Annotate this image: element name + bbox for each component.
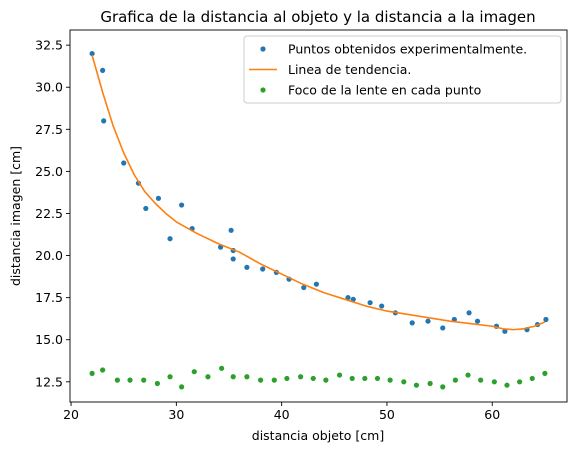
legend-label: Foco de la lente en cada punto: [288, 83, 481, 98]
data-point: [440, 325, 446, 331]
y-tick-label: 32.5: [35, 38, 63, 53]
data-point: [244, 264, 250, 270]
data-point: [154, 380, 160, 387]
data-point: [452, 377, 458, 383]
data-point: [205, 374, 211, 380]
series-3: [89, 365, 548, 390]
data-point: [230, 374, 236, 380]
x-tick-label: 60: [484, 407, 500, 422]
legend-marker: [260, 87, 266, 93]
data-point: [413, 382, 420, 388]
data-point: [401, 379, 407, 385]
y-tick-label: 30.0: [35, 80, 63, 95]
plot-area: [89, 50, 549, 390]
y-tick-label: 22.5: [35, 206, 63, 221]
legend-label: Puntos obtenidos experimentalmente.: [288, 42, 527, 57]
chart-title: Grafica de la distancia al objeto y la d…: [100, 8, 535, 26]
data-point: [271, 377, 277, 383]
legend-item: Puntos obtenidos experimentalmente.: [260, 42, 527, 57]
x-tick-label: 40: [274, 407, 290, 422]
data-point: [167, 374, 173, 380]
data-point: [310, 375, 316, 382]
data-point: [127, 377, 133, 383]
data-point: [100, 367, 106, 373]
data-point: [191, 369, 197, 375]
data-point: [121, 160, 127, 166]
plot-frame: [69, 29, 568, 403]
data-point: [440, 384, 446, 390]
data-point: [101, 118, 107, 124]
y-tick-label: 17.5: [35, 290, 63, 305]
data-point: [350, 296, 356, 302]
data-point: [89, 370, 95, 376]
legend-item: Foco de la lente en cada punto: [260, 83, 481, 98]
y-tick-label: 15.0: [35, 332, 63, 347]
data-point: [542, 370, 548, 376]
data-point: [167, 236, 173, 242]
data-point: [230, 256, 236, 262]
data-point: [517, 379, 523, 385]
legend: Puntos obtenidos experimentalmente. Linea…: [243, 35, 562, 104]
x-tick-label: 20: [63, 407, 79, 422]
data-point: [474, 318, 481, 324]
data-point: [362, 375, 368, 382]
data-point: [143, 205, 149, 212]
data-point: [244, 374, 250, 380]
data-point: [228, 227, 234, 233]
trend-line: [91, 55, 546, 331]
data-point: [179, 384, 185, 390]
data-point: [100, 67, 106, 73]
y-axis-label: distancia imagen [cm]: [8, 146, 23, 286]
data-point: [425, 318, 431, 324]
data-point: [465, 372, 471, 378]
data-point: [114, 377, 120, 383]
data-point: [379, 303, 385, 309]
data-point: [301, 284, 307, 291]
y-tick-label: 12.5: [35, 374, 63, 389]
y-tick-label: 20.0: [35, 248, 63, 263]
series-2: [91, 55, 546, 331]
legend-marker: [260, 46, 266, 52]
legend-item: Linea de tendencia.: [249, 62, 411, 77]
data-point: [336, 372, 343, 378]
data-point: [504, 382, 510, 388]
data-point: [502, 328, 508, 334]
data-point: [345, 295, 351, 301]
y-tick-label: 25.0: [35, 164, 63, 179]
data-point: [349, 375, 355, 382]
data-point: [387, 377, 393, 383]
y-tick-label: 27.5: [35, 122, 63, 137]
data-point: [409, 320, 415, 326]
axes: 20 30 40 50 60 12.5 15.0 17.5 20.0 22.5 25.0 27.5 30…: [35, 29, 568, 422]
legend-box: [243, 35, 562, 104]
data-point: [219, 365, 225, 371]
data-point: [543, 316, 549, 323]
legend-label: Linea de tendencia.: [288, 62, 411, 77]
data-point: [367, 300, 373, 306]
data-point: [179, 202, 185, 208]
x-axis-label: distancia objeto [cm]: [252, 428, 384, 443]
x-tick-label: 50: [379, 407, 395, 422]
data-point: [323, 377, 329, 383]
data-point: [491, 379, 497, 385]
data-point: [260, 266, 266, 272]
data-point: [529, 375, 535, 382]
data-point: [478, 377, 484, 383]
data-point: [257, 377, 264, 383]
data-point: [427, 380, 433, 387]
data-point: [89, 50, 95, 57]
data-point: [141, 377, 147, 383]
data-point: [298, 374, 304, 380]
data-point: [155, 195, 162, 201]
x-tick-label: 30: [168, 407, 184, 422]
data-point: [284, 375, 290, 382]
data-point: [466, 310, 472, 316]
data-point: [313, 281, 319, 287]
data-point: [374, 375, 381, 382]
